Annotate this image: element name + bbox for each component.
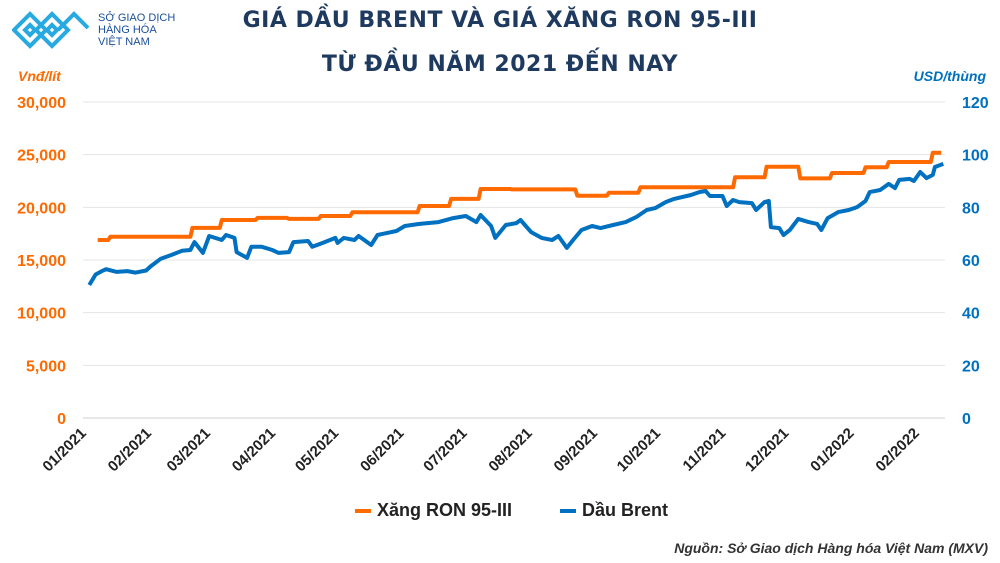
left-tick-label: 20,000 bbox=[17, 200, 66, 217]
right-tick-label: 60 bbox=[962, 253, 980, 270]
left-tick-label: 15,000 bbox=[17, 253, 66, 270]
x-tick-label: 05/2021 bbox=[292, 425, 342, 475]
chart-subtitle: TỪ ĐẦU NĂM 2021 ĐẾN NAY bbox=[321, 52, 679, 77]
x-tick-label: 04/2021 bbox=[229, 425, 279, 475]
left-tick-label: 30,000 bbox=[17, 95, 66, 112]
source-note: Nguồn: Sở Giao dịch Hàng hóa Việt Nam (M… bbox=[674, 540, 988, 556]
right-tick-label: 20 bbox=[962, 358, 980, 375]
legend-label: Xăng RON 95-III bbox=[377, 500, 513, 520]
logo-line: VIỆT NAM bbox=[98, 36, 150, 48]
right-tick-label: 120 bbox=[962, 95, 989, 112]
legend-swatch-gasoline bbox=[355, 508, 371, 513]
x-tick-label: 01/2022 bbox=[807, 425, 857, 475]
right-tick-label: 80 bbox=[962, 200, 980, 217]
logo-line: HÀNG HÓA bbox=[98, 24, 157, 36]
legend-item-gasoline: Xăng RON 95-III bbox=[355, 500, 512, 521]
legend-label: Dầu Brent bbox=[582, 500, 669, 520]
left-tick-label: 10,000 bbox=[17, 306, 66, 323]
left-axis-label: Vnđ/lít bbox=[18, 68, 61, 84]
right-tick-label: 40 bbox=[962, 306, 980, 323]
right-tick-label: 100 bbox=[962, 148, 989, 165]
right-axis-label: USD/thùng bbox=[913, 68, 986, 84]
brent-price-line bbox=[87, 162, 944, 287]
logo: SỞ GIAO DỊCH HÀNG HÓA VIỆT NAM bbox=[12, 10, 175, 50]
x-tick-label: 03/2021 bbox=[164, 425, 214, 475]
x-tick-label: 08/2021 bbox=[485, 425, 535, 475]
x-tick-label: 07/2021 bbox=[420, 425, 470, 475]
x-tick-label: 09/2021 bbox=[551, 425, 601, 475]
x-tick-label: 10/2021 bbox=[614, 425, 664, 475]
right-tick-label: 0 bbox=[962, 411, 971, 428]
x-tick-label: 02/2022 bbox=[872, 425, 922, 475]
legend-item-brent: Dầu Brent bbox=[560, 500, 668, 521]
left-tick-label: 0 bbox=[57, 411, 66, 428]
logo-line: SỞ GIAO DỊCH bbox=[98, 12, 176, 24]
left-tick-label: 5,000 bbox=[26, 358, 66, 375]
logo-text: SỞ GIAO DỊCH HÀNG HÓA VIỆT NAM bbox=[98, 12, 175, 48]
legend-swatch-brent bbox=[560, 508, 576, 513]
exchange-logo-icon bbox=[12, 11, 90, 49]
left-tick-label: 25,000 bbox=[17, 148, 66, 165]
x-tick-label: 11/2021 bbox=[680, 425, 730, 475]
x-tick-label: 06/2021 bbox=[357, 425, 407, 475]
x-tick-label: 12/2021 bbox=[742, 425, 792, 475]
chart-title: GIÁ DẦU BRENT VÀ GIÁ XĂNG RON 95-III bbox=[242, 8, 758, 33]
x-tick-label: 01/2021 bbox=[39, 425, 89, 475]
gasoline-price-line bbox=[97, 150, 942, 242]
x-tick-label: 02/2021 bbox=[105, 425, 155, 475]
